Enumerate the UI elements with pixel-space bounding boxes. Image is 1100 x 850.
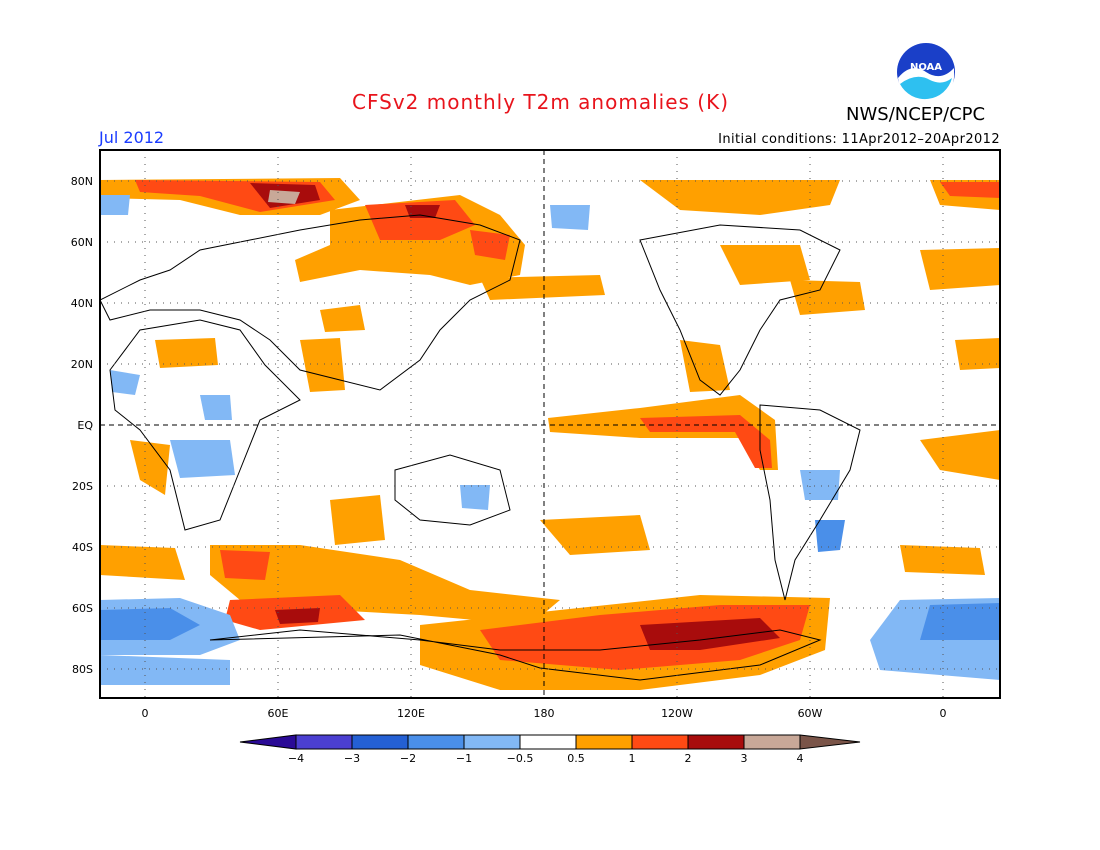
forecast-month: Jul 2012 (99, 128, 165, 147)
lon-label: 120W (661, 707, 693, 720)
colorbar-cell (519, 734, 577, 750)
colorbar-cell (799, 734, 861, 750)
lat-label: 60N (71, 236, 93, 249)
colorbar-cell (463, 734, 521, 750)
colorbar-label: 1 (629, 752, 636, 765)
colorbar-cell (631, 734, 689, 750)
map-frame (99, 149, 1001, 699)
colorbar-labels: −4 −3 −2 −1 −0.5 0.5 1 2 3 4 (288, 752, 804, 765)
lat-label: 80N (71, 175, 93, 188)
colorbar-cell (407, 734, 465, 750)
lon-label: 0 (940, 707, 947, 720)
anomaly-layer (100, 178, 1000, 690)
svg-text:NOAA: NOAA (910, 62, 942, 73)
lon-label: 60W (798, 707, 823, 720)
colorbar-label: 4 (797, 752, 804, 765)
lon-label: 0 (142, 707, 149, 720)
colorbar-cell (239, 734, 297, 750)
colorbar-label: 3 (741, 752, 748, 765)
lat-label: 20S (72, 480, 93, 493)
lat-label: 80S (72, 663, 93, 676)
lon-labels: 0 60E 120E 180 120W 60W 0 (142, 707, 947, 720)
lon-label: 120E (397, 707, 425, 720)
anomaly-eq-pacific (548, 395, 778, 470)
anomaly-siberia (295, 195, 525, 285)
noaa-logo: NOAA (897, 43, 955, 102)
lat-label: 60S (72, 602, 93, 615)
colorbar-label: 2 (685, 752, 692, 765)
lat-label: EQ (77, 419, 93, 432)
anomaly-southern-ocean-blue (100, 598, 240, 655)
colorbar-label: −0.5 (507, 752, 534, 765)
colorbar-cell (743, 734, 801, 750)
colorbar-label: −2 (400, 752, 416, 765)
colorbar-label: −1 (456, 752, 472, 765)
colorbar (239, 734, 861, 750)
anomaly-antarctic-pacific (420, 595, 830, 690)
colorbar-cell (575, 734, 633, 750)
anomaly-arctic-eurasia (100, 178, 360, 215)
lat-label: 20N (71, 358, 93, 371)
colorbar-label: −3 (344, 752, 360, 765)
lat-label: 40S (72, 541, 93, 554)
lon-label: 180 (534, 707, 555, 720)
colorbar-label: 0.5 (567, 752, 585, 765)
map-grid (100, 150, 1000, 698)
lon-label: 60E (268, 707, 289, 720)
colorbar-cell (351, 734, 409, 750)
lat-label: 40N (71, 297, 93, 310)
colorbar-cell (687, 734, 745, 750)
initial-conditions: Initial conditions: 11Apr2012–20Apr2012 (718, 132, 1000, 147)
colorbar-cell (295, 734, 353, 750)
agency-label: NWS/NCEP/CPC (846, 104, 986, 125)
map-title: CFSv2 monthly T2m anomalies (K) (352, 90, 729, 114)
colorbar-label: −4 (288, 752, 304, 765)
equator-dateline (100, 150, 1000, 698)
coastlines (100, 214, 861, 681)
lat-labels: 80N 60N 40N 20N EQ 20S 40S 60S 80S (71, 175, 94, 676)
